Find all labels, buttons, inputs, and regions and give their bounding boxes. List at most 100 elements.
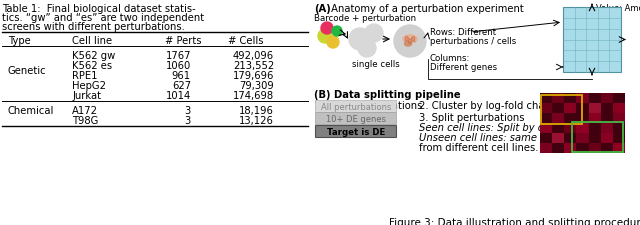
Bar bbox=[601, 104, 613, 113]
Text: K562 gw: K562 gw bbox=[72, 51, 115, 61]
Text: T98G: T98G bbox=[72, 115, 99, 126]
Bar bbox=[613, 113, 625, 124]
Text: 3. Split perturbations: 3. Split perturbations bbox=[419, 112, 525, 122]
Bar bbox=[577, 133, 589, 143]
Text: Different genes: Different genes bbox=[430, 63, 497, 72]
Bar bbox=[577, 104, 589, 113]
Text: Jurkat: Jurkat bbox=[72, 91, 101, 101]
Text: Type: Type bbox=[8, 36, 31, 46]
Ellipse shape bbox=[403, 36, 417, 44]
Text: perturbations / cells: perturbations / cells bbox=[430, 37, 516, 46]
Bar bbox=[540, 94, 625, 153]
Text: Anatomy of a perturbation experiment: Anatomy of a perturbation experiment bbox=[328, 4, 524, 14]
Bar bbox=[563, 8, 621, 73]
Text: HepG2: HepG2 bbox=[72, 81, 106, 91]
Circle shape bbox=[358, 40, 376, 58]
Bar bbox=[577, 94, 589, 104]
Bar bbox=[577, 143, 589, 153]
Text: Table 1:  Final biological dataset statis-: Table 1: Final biological dataset statis… bbox=[2, 4, 196, 14]
Text: # Cells: # Cells bbox=[228, 36, 264, 46]
Bar bbox=[589, 124, 601, 133]
Circle shape bbox=[349, 29, 371, 51]
Text: 10+ DE genes: 10+ DE genes bbox=[326, 115, 386, 124]
Bar bbox=[564, 143, 577, 153]
Bar bbox=[564, 124, 577, 133]
Bar bbox=[613, 143, 625, 153]
Text: 627: 627 bbox=[172, 81, 191, 91]
Circle shape bbox=[394, 26, 426, 58]
Text: Chemical: Chemical bbox=[8, 106, 54, 115]
Bar bbox=[540, 133, 552, 143]
Bar bbox=[540, 104, 552, 113]
Bar bbox=[552, 113, 564, 124]
Bar bbox=[589, 104, 601, 113]
Text: 179,696: 179,696 bbox=[232, 71, 274, 81]
Bar bbox=[613, 133, 625, 143]
Text: (A): (A) bbox=[314, 4, 331, 14]
Ellipse shape bbox=[404, 43, 412, 47]
Text: (B) Data splitting pipeline: (B) Data splitting pipeline bbox=[314, 90, 461, 99]
FancyBboxPatch shape bbox=[316, 113, 397, 125]
Bar bbox=[564, 133, 577, 143]
Circle shape bbox=[327, 37, 339, 49]
Bar bbox=[552, 104, 564, 113]
Bar bbox=[552, 143, 564, 153]
Bar bbox=[552, 94, 564, 104]
Circle shape bbox=[321, 23, 333, 35]
Text: Value: Amount of gene: Value: Amount of gene bbox=[596, 4, 640, 13]
Bar bbox=[601, 143, 613, 153]
Text: 3: 3 bbox=[185, 106, 191, 115]
Bar bbox=[572, 122, 623, 152]
Text: Genetic: Genetic bbox=[8, 66, 47, 76]
Bar bbox=[564, 94, 577, 104]
Bar bbox=[613, 124, 625, 133]
Text: Barcode + perturbation: Barcode + perturbation bbox=[314, 14, 416, 23]
Bar bbox=[552, 124, 564, 133]
Text: 213,552: 213,552 bbox=[233, 61, 274, 71]
Bar bbox=[601, 124, 613, 133]
Text: 492,096: 492,096 bbox=[233, 51, 274, 61]
Text: # Perts: # Perts bbox=[165, 36, 202, 46]
Circle shape bbox=[365, 25, 383, 43]
Bar bbox=[541, 96, 582, 125]
Text: A172: A172 bbox=[72, 106, 98, 115]
Bar bbox=[589, 133, 601, 143]
Text: screens with different perturbations.: screens with different perturbations. bbox=[2, 22, 185, 32]
Text: tics. “gw” and “es” are two independent: tics. “gw” and “es” are two independent bbox=[2, 13, 204, 23]
Text: Target is DE: Target is DE bbox=[327, 127, 385, 136]
Text: K562 es: K562 es bbox=[72, 61, 112, 71]
Bar bbox=[601, 94, 613, 104]
Bar bbox=[540, 113, 552, 124]
Text: from different cell lines.: from different cell lines. bbox=[419, 142, 538, 152]
FancyBboxPatch shape bbox=[316, 126, 397, 138]
Bar bbox=[540, 94, 552, 104]
Bar bbox=[540, 124, 552, 133]
Text: Columns:: Columns: bbox=[430, 54, 470, 63]
Bar bbox=[564, 104, 577, 113]
Bar bbox=[589, 113, 601, 124]
Text: Seen cell lines: Split by cluster: Seen cell lines: Split by cluster bbox=[419, 122, 572, 132]
Text: 1767: 1767 bbox=[166, 51, 191, 61]
Bar bbox=[577, 124, 589, 133]
Text: Unseen cell lines: same test, train: Unseen cell lines: same test, train bbox=[419, 132, 589, 142]
Bar bbox=[613, 104, 625, 113]
Bar bbox=[613, 94, 625, 104]
Text: Rows: Different: Rows: Different bbox=[430, 28, 496, 37]
Text: 961: 961 bbox=[172, 71, 191, 81]
Bar bbox=[589, 94, 601, 104]
Text: 79,309: 79,309 bbox=[239, 81, 274, 91]
Text: 2. Cluster by log-fold change: 2. Cluster by log-fold change bbox=[419, 101, 563, 110]
Text: Figure 3: Data illustration and splitting procedure.: Figure 3: Data illustration and splittin… bbox=[389, 217, 640, 225]
Text: single cells: single cells bbox=[352, 60, 400, 69]
Bar bbox=[564, 113, 577, 124]
Circle shape bbox=[332, 27, 342, 37]
Bar bbox=[552, 133, 564, 143]
Text: 13,126: 13,126 bbox=[239, 115, 274, 126]
Text: All perturbations: All perturbations bbox=[321, 103, 391, 112]
Text: Cell line: Cell line bbox=[72, 36, 112, 46]
Text: 1060: 1060 bbox=[166, 61, 191, 71]
Bar bbox=[589, 143, 601, 153]
Text: 1. Filter perturbations: 1. Filter perturbations bbox=[314, 101, 422, 110]
Text: 1014: 1014 bbox=[166, 91, 191, 101]
Bar bbox=[601, 113, 613, 124]
